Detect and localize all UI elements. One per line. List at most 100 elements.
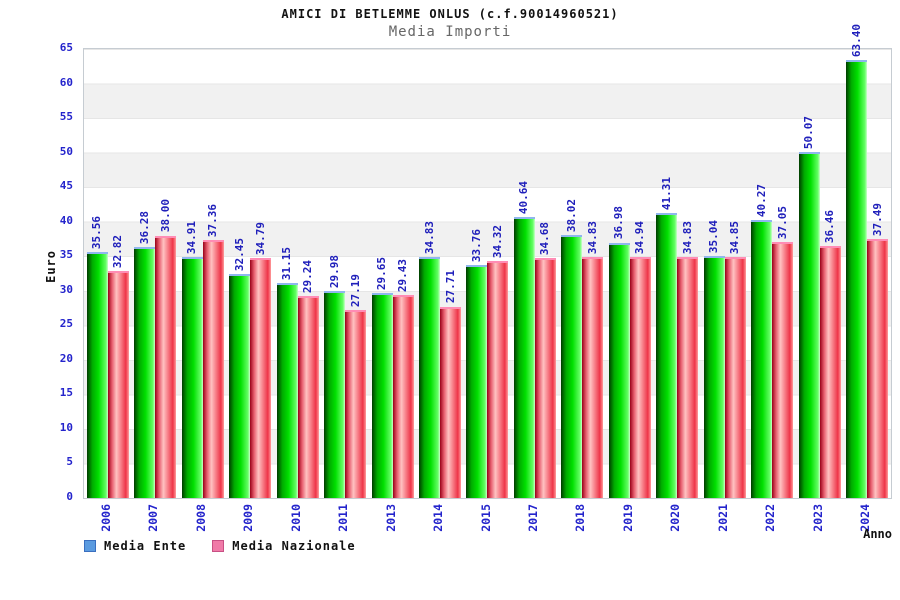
bar-top-cap-icon bbox=[155, 235, 177, 238]
bar-media-nazionale bbox=[250, 257, 272, 498]
bar-value-label: 41.31 bbox=[659, 176, 673, 210]
bar-value-label: 32.82 bbox=[111, 235, 125, 269]
x-tick-label: 2013 bbox=[383, 504, 398, 532]
bar-media-ente bbox=[656, 212, 678, 498]
x-tick-label: 2021 bbox=[715, 504, 730, 532]
bar-media-nazionale bbox=[772, 242, 794, 498]
y-tick-label: 25 bbox=[59, 317, 73, 331]
bar-top-cap-icon bbox=[534, 258, 556, 261]
media-ente-swatch-icon bbox=[84, 540, 96, 552]
bar-group: 34.83 27.71 bbox=[416, 49, 463, 498]
x-tick-label: 2011 bbox=[336, 504, 351, 532]
bar-group: 35.56 32.82 bbox=[84, 49, 131, 498]
bar-media-ente bbox=[561, 235, 583, 498]
bar-top-cap-icon bbox=[371, 293, 393, 296]
bar-media-nazionale bbox=[202, 239, 224, 498]
legend-label: Media Ente bbox=[104, 539, 187, 553]
bar-top-cap-icon bbox=[134, 247, 156, 250]
bar-top-cap-icon bbox=[656, 212, 678, 215]
bar-media-ente bbox=[229, 273, 251, 498]
bar-top-cap-icon bbox=[276, 282, 298, 285]
bar-top-cap-icon bbox=[867, 239, 889, 242]
y-tick-label: 40 bbox=[59, 213, 73, 227]
bar-group: 35.04 34.85 bbox=[701, 49, 748, 498]
bar-media-ente bbox=[324, 290, 346, 498]
bar-media-ente bbox=[846, 60, 868, 498]
bar-top-cap-icon bbox=[107, 271, 129, 274]
bar-group: 38.02 34.83 bbox=[559, 49, 606, 498]
bar-top-cap-icon bbox=[392, 294, 414, 297]
bar-value-label: 27.71 bbox=[443, 270, 457, 304]
bar-group: 36.28 38.00 bbox=[131, 49, 178, 498]
bar-media-ente bbox=[751, 219, 773, 498]
y-tick-label: 5 bbox=[66, 455, 73, 469]
bar-value-label: 37.49 bbox=[870, 202, 884, 237]
bar-top-cap-icon bbox=[297, 296, 319, 299]
bar-value-label: 50.07 bbox=[802, 116, 816, 150]
bar-top-cap-icon bbox=[819, 246, 841, 249]
bar-top-cap-icon bbox=[724, 257, 746, 260]
bar-media-ente bbox=[798, 152, 820, 498]
bar-group: 50.07 36.46 bbox=[796, 49, 843, 498]
y-tick-label: 55 bbox=[59, 110, 73, 124]
x-tick-label: 2015 bbox=[478, 504, 493, 532]
bar-media-nazionale bbox=[534, 258, 556, 498]
x-tick-label: 2022 bbox=[763, 504, 778, 532]
bar-top-cap-icon bbox=[798, 152, 820, 155]
bar-media-nazionale bbox=[487, 260, 509, 498]
y-tick-label: 0 bbox=[66, 490, 73, 503]
bar-top-cap-icon bbox=[419, 257, 441, 260]
bar-value-label: 34.68 bbox=[538, 222, 552, 256]
bar-top-cap-icon bbox=[513, 217, 535, 220]
bar-media-nazionale bbox=[440, 306, 462, 498]
bar-top-cap-icon bbox=[466, 264, 488, 267]
bar-top-cap-icon bbox=[202, 239, 224, 242]
bar-value-label: 29.98 bbox=[327, 254, 341, 288]
bar-value-label: 37.36 bbox=[206, 203, 220, 237]
x-tick-label: 2014 bbox=[431, 504, 446, 532]
x-tick-label: 2018 bbox=[573, 504, 588, 532]
bar-group: 31.15 29.24 bbox=[274, 49, 321, 498]
bar-media-ente bbox=[276, 282, 298, 498]
bar-media-nazionale bbox=[867, 239, 889, 498]
x-tick-label: 2017 bbox=[525, 504, 540, 532]
bar-value-label: 40.64 bbox=[517, 181, 531, 215]
bar-top-cap-icon bbox=[703, 255, 725, 258]
bar-media-ente bbox=[466, 264, 488, 498]
x-tick-label: 2007 bbox=[146, 504, 161, 532]
bar-value-label: 35.56 bbox=[90, 216, 104, 250]
legend: Media Ente Media Nazionale bbox=[84, 538, 356, 554]
bar-media-nazionale bbox=[155, 235, 177, 498]
bar-top-cap-icon bbox=[751, 219, 773, 222]
bar-top-cap-icon bbox=[772, 242, 794, 245]
bar-value-label: 35.04 bbox=[707, 219, 721, 253]
bar-value-label: 40.27 bbox=[754, 183, 768, 217]
legend-label: Media Nazionale bbox=[232, 539, 356, 553]
bar-value-label: 33.76 bbox=[469, 228, 483, 262]
bar-group: 40.64 34.68 bbox=[511, 49, 558, 498]
y-tick-label: 15 bbox=[59, 386, 73, 400]
bar-value-label: 36.46 bbox=[823, 210, 837, 244]
bar-media-nazionale bbox=[297, 296, 319, 498]
x-tick-label: 2019 bbox=[620, 504, 635, 532]
bar-media-nazionale bbox=[107, 271, 129, 498]
bar-value-label: 34.32 bbox=[490, 224, 504, 258]
legend-item-media-ente: Media Ente bbox=[84, 539, 186, 553]
bar-media-nazionale bbox=[724, 257, 746, 498]
bar-value-label: 34.85 bbox=[728, 221, 742, 255]
bar-media-ente bbox=[513, 217, 535, 498]
bar-media-ente bbox=[608, 242, 630, 498]
bar-group: 29.65 29.43 bbox=[369, 49, 416, 498]
bar-group: 40.27 37.05 bbox=[749, 49, 796, 498]
x-tick-label: 2008 bbox=[193, 504, 208, 532]
x-tick-label: 2023 bbox=[810, 504, 825, 532]
bar-top-cap-icon bbox=[677, 257, 699, 260]
y-axis-ticks: 0 5 10 15 20 25 30 35 40 45 50 55 60 65 bbox=[0, 41, 77, 503]
y-tick-label: 10 bbox=[59, 420, 73, 434]
chart-title: AMICI DI BETLEMME ONLUS (c.f.90014960521… bbox=[281, 7, 619, 21]
bar-top-cap-icon bbox=[250, 257, 272, 260]
bar-value-label: 27.19 bbox=[348, 274, 362, 308]
legend-item-media-nazionale: Media Nazionale bbox=[212, 539, 355, 553]
x-tick-label: 2006 bbox=[98, 504, 113, 532]
bar-value-label: 36.98 bbox=[612, 206, 626, 240]
